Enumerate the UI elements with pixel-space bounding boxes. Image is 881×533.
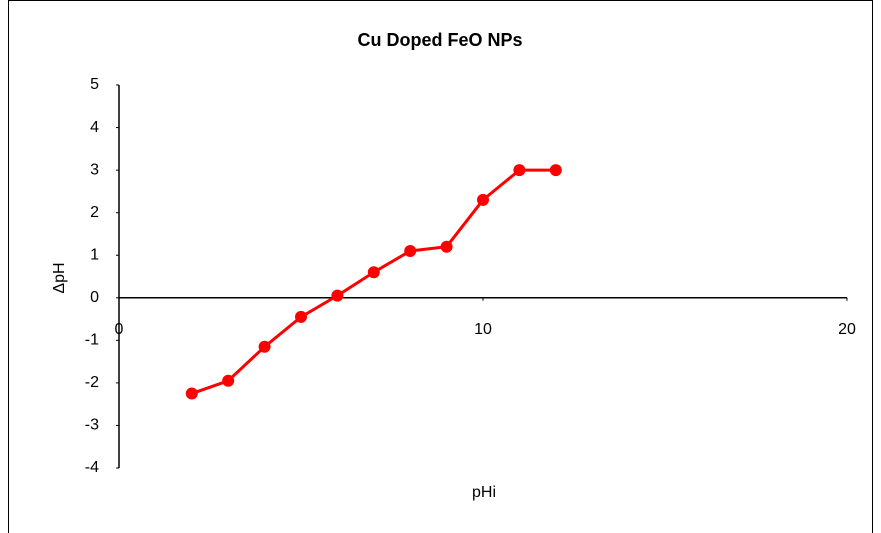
data-point [222, 374, 235, 387]
y-tick-label: 1 [90, 246, 99, 263]
data-point [549, 164, 562, 177]
data-point [513, 164, 526, 177]
x-axis-title: pHi [472, 484, 496, 501]
data-point [185, 387, 198, 400]
chart-title: Cu Doped FeO NPs [357, 30, 522, 50]
data-point [295, 310, 307, 323]
x-tick-label: 20 [838, 321, 856, 338]
y-tick-label: -3 [85, 417, 99, 434]
y-axis-title: ΔpH [51, 262, 68, 293]
y-tick-label: -4 [85, 459, 99, 476]
y-tick-label: 4 [90, 119, 99, 136]
data-point [258, 340, 271, 353]
chart-frame [8, 0, 873, 533]
x-tick-label: 0 [115, 321, 124, 338]
y-tick-label: -2 [85, 374, 99, 391]
y-tick-label: 5 [90, 76, 99, 93]
data-point [367, 266, 380, 279]
data-point [331, 289, 344, 302]
y-tick-label: -1 [85, 332, 99, 349]
data-point [440, 240, 453, 253]
data-point [477, 193, 489, 206]
x-tick-label: 10 [474, 321, 492, 338]
y-tick-label: 0 [90, 289, 99, 306]
y-tick-label: 2 [90, 204, 99, 221]
y-tick-label: 3 [90, 161, 99, 178]
data-point [404, 244, 417, 257]
